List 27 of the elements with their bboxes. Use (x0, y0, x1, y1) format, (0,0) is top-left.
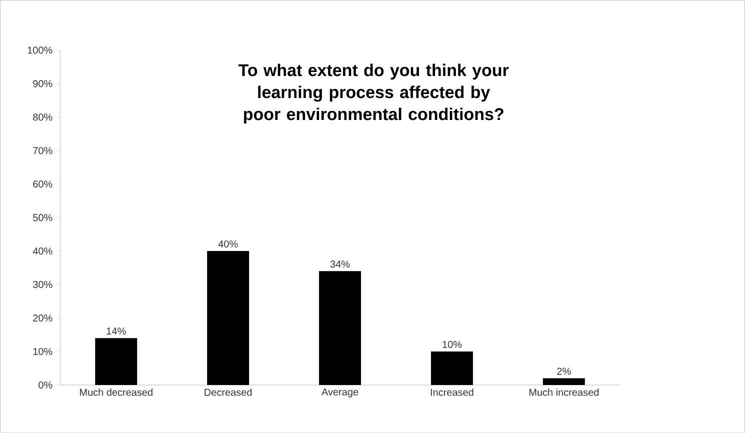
x-tick-label: Decreased (204, 388, 252, 396)
data-label: 10% (442, 340, 462, 348)
data-label: 14% (106, 327, 126, 335)
bar (207, 250, 250, 385)
bar (95, 338, 138, 385)
y-tick-label: 80% (33, 114, 52, 121)
y-tick-label: 40% (32, 247, 52, 255)
y-tick-label: 50% (33, 214, 52, 222)
y-tick-label: 30% (33, 280, 52, 288)
data-label: 34% (330, 260, 350, 268)
bar (430, 351, 473, 385)
bar (319, 271, 362, 385)
y-tick-label: 20% (33, 314, 52, 322)
x-tick-label: Much increased (529, 388, 599, 396)
x-tick-label: Much decreased (80, 388, 152, 396)
y-tick-label: 70% (33, 147, 52, 154)
x-tick-label: Average (322, 388, 358, 398)
x-tick-label: Increased (430, 388, 474, 396)
y-tick-label: 10% (33, 348, 52, 355)
y-tick-label: 60% (33, 180, 52, 188)
y-tick-label: 0% (38, 381, 52, 388)
bar (542, 378, 585, 385)
y-tick-label: 100% (28, 46, 52, 54)
data-label: 40% (218, 240, 238, 248)
y-tick-label: 90% (33, 80, 52, 88)
text: To what extent do you think your learning process affected by poor environmental conditions? (238, 64, 509, 124)
data-label: 2% (557, 368, 571, 375)
